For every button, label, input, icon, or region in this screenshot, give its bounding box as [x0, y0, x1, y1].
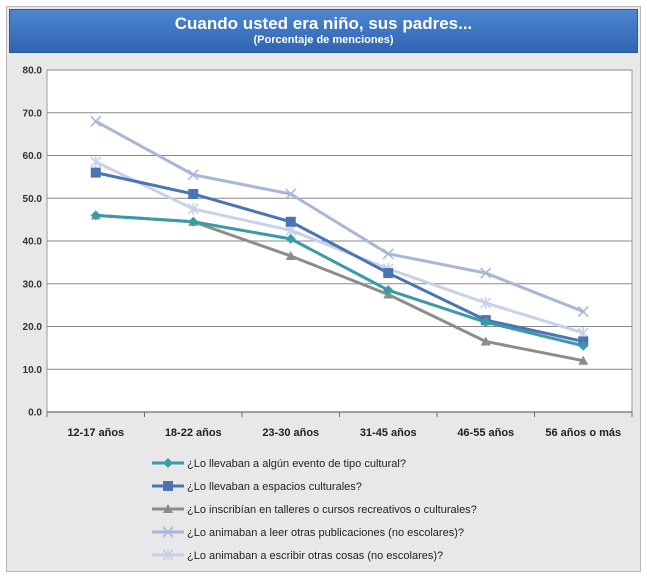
legend-marker — [162, 549, 174, 561]
x-tick-label: 12-17 años — [67, 427, 124, 439]
data-point-stroke — [90, 115, 102, 127]
legend-label: ¿Lo animaban a escribir otras cosas (no … — [187, 550, 443, 562]
data-point — [187, 202, 199, 215]
data-point — [382, 248, 394, 260]
data-point — [90, 167, 101, 178]
y-tick-label: 70.0 — [23, 108, 43, 119]
legend-label: ¿Lo inscribían en talleres o cursos recr… — [187, 504, 477, 516]
x-tick-label: 56 años o más — [545, 427, 621, 439]
data-point-stroke — [187, 169, 199, 181]
x-tick-label: 31-45 años — [360, 427, 417, 439]
y-tick-label: 10.0 — [23, 365, 43, 376]
data-point-stroke — [480, 267, 492, 279]
chart-subtitle: (Porcentaje de menciones) — [253, 34, 394, 46]
legend-entry: ¿Lo animaban a escribir otras cosas (no … — [152, 549, 443, 562]
y-tick-label: 20.0 — [23, 322, 43, 333]
x-tick-label: 23-30 años — [262, 427, 319, 439]
data-point-stroke — [382, 248, 394, 260]
legend-label: ¿Lo llevaban a algún evento de tipo cult… — [187, 458, 406, 470]
series-line — [95, 213, 584, 348]
series-4 — [90, 115, 589, 318]
legend-marker — [163, 504, 173, 513]
data-point — [578, 355, 589, 365]
data-point — [285, 188, 297, 200]
data-point — [285, 233, 296, 244]
data-point — [90, 210, 101, 221]
series-line — [95, 160, 584, 335]
data-point — [285, 250, 296, 260]
data-point — [90, 155, 102, 168]
data-point — [90, 115, 102, 127]
data-point — [383, 285, 394, 296]
y-tick-label: 60.0 — [23, 151, 43, 162]
y-tick-label: 0.0 — [28, 408, 42, 419]
data-point — [480, 267, 492, 279]
series-1 — [90, 210, 589, 351]
data-point — [480, 296, 492, 309]
series-line — [95, 119, 584, 313]
legend-label: ¿Lo animaban a leer otras publicaciones … — [187, 527, 464, 539]
legend-label: ¿Lo llevaban a espacios culturales? — [187, 481, 362, 493]
legend-marker — [163, 481, 173, 491]
data-point — [285, 216, 296, 227]
y-tick-label: 40.0 — [23, 237, 43, 248]
legend-entry: ¿Lo llevaban a espacios culturales? — [152, 481, 362, 493]
legend-entry: ¿Lo llevaban a algún evento de tipo cult… — [152, 458, 406, 470]
data-point — [480, 336, 491, 346]
data-point — [187, 169, 199, 181]
chart-title: Cuando usted era niño, sus padres... — [174, 14, 473, 33]
data-point — [188, 216, 199, 227]
data-point — [383, 268, 394, 279]
data-point-stroke — [577, 305, 589, 318]
chart-title-banner: Cuando usted era niño, sus padres... (Po… — [9, 9, 638, 53]
data-point — [577, 305, 589, 318]
data-point — [578, 340, 589, 351]
y-tick-label: 30.0 — [23, 279, 43, 290]
legend-entry: ¿Lo inscribían en talleres o cursos recr… — [152, 504, 477, 516]
series-line — [95, 171, 584, 343]
y-tick-label: 80.0 — [23, 66, 43, 77]
x-tick-label: 18-22 años — [165, 427, 222, 439]
y-tick-label: 50.0 — [23, 194, 43, 205]
data-point — [480, 317, 491, 328]
legend-entry: ¿Lo animaban a leer otras publicaciones … — [152, 526, 464, 539]
legend-marker — [163, 458, 173, 468]
data-point — [188, 188, 199, 199]
legend-marker — [162, 526, 174, 538]
legend-marker-stroke — [162, 526, 174, 538]
data-point-stroke — [285, 188, 297, 200]
x-tick-label: 46-55 años — [457, 427, 514, 439]
